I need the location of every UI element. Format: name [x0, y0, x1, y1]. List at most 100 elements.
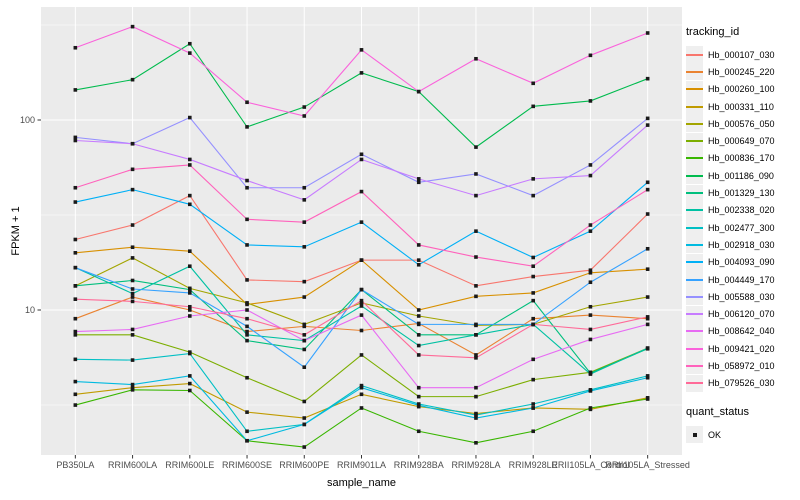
- data-point-marker: [73, 357, 78, 362]
- data-point-marker: [302, 333, 307, 337]
- data-point-marker: [188, 115, 192, 120]
- x-axis-title: sample_name: [326, 477, 397, 489]
- data-point-marker: [474, 255, 478, 259]
- data-point-marker: [245, 178, 249, 183]
- data-point-marker: [130, 141, 135, 146]
- data-point-marker: [531, 357, 535, 362]
- data-point-marker: [359, 353, 364, 357]
- data-point-marker: [588, 223, 593, 227]
- data-point-marker: [302, 220, 307, 224]
- legend-line-icon: [686, 209, 703, 212]
- data-point-marker: [359, 406, 364, 410]
- data-point-marker: [188, 193, 192, 198]
- data-point-marker: [588, 163, 593, 167]
- data-point-marker: [416, 258, 421, 262]
- data-point-marker: [645, 31, 650, 35]
- legend-line-icon: [686, 295, 703, 298]
- legend-entry-label: Hb_000245_220: [708, 66, 775, 77]
- data-point-marker: [474, 229, 478, 233]
- legend-line-icon: [686, 226, 703, 229]
- data-point-marker: [416, 177, 421, 181]
- data-point-marker: [359, 328, 364, 333]
- data-point-marker: [645, 397, 650, 401]
- data-point-marker: [359, 71, 364, 75]
- data-point-marker: [359, 301, 364, 305]
- data-point-marker: [645, 76, 650, 81]
- data-point-marker: [302, 114, 307, 118]
- data-point-marker: [73, 138, 78, 143]
- quant-ok-key: [686, 426, 703, 444]
- legend-key-swatch: [686, 236, 703, 254]
- legend-key-swatch: [686, 46, 703, 64]
- legend-entry-Hb_000576_050: Hb_000576_050: [686, 115, 798, 133]
- legend-entry-label: Hb_008642_040: [708, 326, 775, 337]
- data-point-marker: [130, 167, 135, 172]
- data-point-marker: [531, 81, 535, 86]
- data-point-marker: [245, 125, 249, 129]
- legend-entry-label: Hb_000836_170: [708, 153, 775, 164]
- data-point-marker: [245, 438, 249, 443]
- legend-entry-label: Hb_058972_010: [708, 360, 775, 371]
- legend-entry-Hb_001186_090: Hb_001186_090: [686, 167, 798, 185]
- data-point-marker: [245, 316, 249, 321]
- data-point-marker: [474, 394, 478, 399]
- data-point-marker: [188, 351, 192, 356]
- data-point-marker: [245, 324, 249, 329]
- data-point-marker: [531, 177, 535, 181]
- legend-entry-label: Hb_009421_020: [708, 343, 775, 354]
- data-point-marker: [359, 189, 364, 194]
- data-point-marker: [645, 374, 650, 378]
- data-point-marker: [302, 198, 307, 202]
- data-point-marker: [188, 374, 192, 378]
- data-point-marker: [359, 298, 364, 303]
- data-point-marker: [130, 256, 135, 260]
- data-point-marker: [245, 100, 249, 105]
- data-point-marker: [73, 297, 78, 301]
- data-point-marker: [416, 333, 421, 337]
- data-point-marker: [302, 347, 307, 352]
- data-point-marker: [531, 322, 535, 327]
- legend-key-swatch: [686, 357, 703, 375]
- data-point-marker: [359, 157, 364, 162]
- legend-key-swatch: [686, 322, 703, 340]
- data-point-marker: [130, 245, 135, 250]
- data-point-marker: [588, 280, 593, 285]
- data-point-marker: [474, 284, 478, 288]
- data-point-marker: [130, 291, 135, 296]
- legend-line-icon: [686, 347, 703, 350]
- data-point-marker: [416, 243, 421, 247]
- legend-line-icon: [686, 330, 703, 333]
- legend-key-swatch: [686, 219, 703, 237]
- data-point-marker: [416, 314, 421, 318]
- legend-line-icon: [686, 243, 703, 246]
- legend-key-swatch: [686, 340, 703, 358]
- x-tick-label: RRIM928LE: [509, 460, 558, 470]
- data-point-marker: [73, 88, 78, 92]
- data-point-marker: [531, 291, 535, 295]
- data-point-marker: [245, 301, 249, 305]
- data-point-marker: [359, 152, 364, 157]
- data-point-marker: [416, 353, 421, 357]
- data-point-marker: [474, 356, 478, 360]
- data-point-marker: [130, 77, 135, 82]
- data-point-marker: [645, 346, 650, 350]
- data-point-marker: [588, 313, 593, 317]
- data-point-marker: [73, 200, 78, 204]
- legend-entry-Hb_005588_030: Hb_005588_030: [686, 288, 798, 306]
- legend-key-swatch: [686, 374, 703, 392]
- data-point-marker: [302, 322, 307, 327]
- legend-key-swatch: [686, 271, 703, 288]
- data-point-marker: [359, 48, 364, 52]
- data-point-marker: [474, 413, 478, 417]
- x-tick-label: PB350LA: [56, 460, 94, 470]
- data-point-marker: [188, 308, 192, 312]
- data-point-marker: [416, 262, 421, 267]
- data-point-marker: [474, 416, 478, 420]
- legend-entry-label: Hb_004449_170: [708, 274, 775, 285]
- legend-key-swatch: [686, 167, 703, 185]
- data-point-marker: [302, 399, 307, 404]
- x-tick-label: RRIM928LA: [451, 460, 500, 470]
- data-point-marker: [73, 265, 78, 270]
- data-point-marker: [188, 202, 192, 207]
